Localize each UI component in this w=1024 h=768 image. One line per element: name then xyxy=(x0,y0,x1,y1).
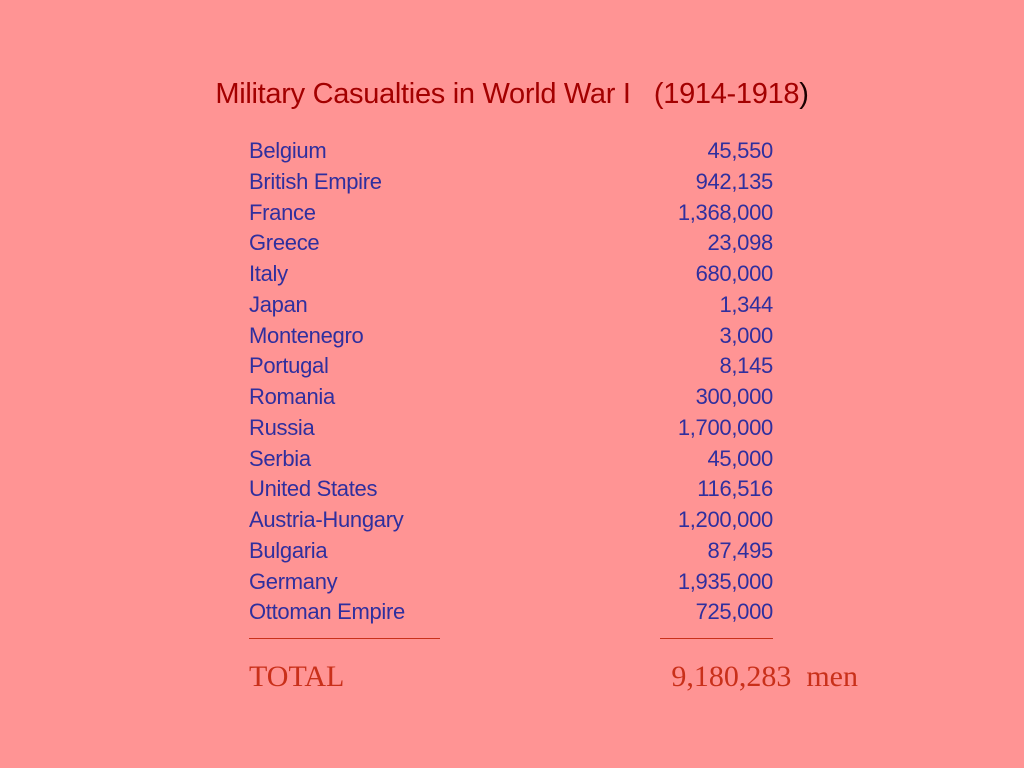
casualty-count: 45,550 xyxy=(707,138,774,163)
casualty-count: 1,700,000 xyxy=(677,414,773,440)
casualty-count: 725,000 xyxy=(695,599,774,625)
table-row: Greece 23,098 xyxy=(249,228,773,259)
table-row: Romania 300,000 xyxy=(249,382,773,413)
country-name: Bulgaria xyxy=(249,537,328,563)
table-row: Bulgaria 87,495 xyxy=(249,536,773,567)
country-name: Serbia xyxy=(249,445,311,471)
country-name: British Empire xyxy=(249,168,382,194)
country-name: United States xyxy=(249,476,378,502)
total-label: TOTAL xyxy=(249,660,345,693)
total-rule-right xyxy=(660,638,773,639)
table-row: Italy 680,000 xyxy=(249,259,773,290)
casualty-count: 680,000 xyxy=(695,261,774,286)
casualty-table: Belgium 45,550 British Empire 942,135 Fr… xyxy=(249,136,773,628)
country-name: Russia xyxy=(249,414,315,440)
table-row: Serbia 45,000 xyxy=(249,444,773,475)
casualty-count: 23,098 xyxy=(707,230,774,256)
casualty-count: 942,135 xyxy=(695,168,774,194)
table-row: Ottoman Empire 725,000 xyxy=(249,597,773,628)
country-name: Montenegro xyxy=(249,322,364,348)
country-name: Japan xyxy=(249,291,308,317)
casualty-count: 1,200,000 xyxy=(677,507,773,532)
total-rule-left xyxy=(249,638,440,639)
table-row: Germany 1,935,000 xyxy=(249,567,773,598)
country-name: Romania xyxy=(249,384,335,409)
country-name: Ottoman Empire xyxy=(249,599,405,625)
table-row: Belgium 45,550 xyxy=(249,136,773,167)
casualty-count: 1,368,000 xyxy=(677,199,773,225)
table-row: Portugal 8,145 xyxy=(249,351,773,382)
casualty-count: 116,516 xyxy=(697,476,773,502)
slide-title-text: Military Casualties in World War I (1914… xyxy=(215,78,800,110)
country-name: Italy xyxy=(249,261,288,286)
table-row: British Empire 942,135 xyxy=(249,167,773,198)
table-row: Montenegro 3,000 xyxy=(249,321,773,352)
casualty-count: 300,000 xyxy=(695,384,774,409)
casualty-count: 1,344 xyxy=(719,291,773,317)
country-name: Portugal xyxy=(249,353,329,379)
table-row: Russia 1,700,000 xyxy=(249,413,773,444)
slide-title-close-paren: ) xyxy=(799,78,809,110)
casualty-count: 1,935,000 xyxy=(677,568,773,594)
casualty-count: 8,145 xyxy=(719,353,773,379)
table-row: France 1,368,000 xyxy=(249,198,773,229)
total-value: 9,180,283 men xyxy=(671,660,858,693)
slide-title: Military Casualties in World War I (1914… xyxy=(0,78,1024,111)
country-name: Greece xyxy=(249,230,320,256)
casualty-count: 45,000 xyxy=(707,445,774,471)
country-name: Germany xyxy=(249,568,338,594)
table-row: Austria-Hungary 1,200,000 xyxy=(249,505,773,536)
casualty-count: 87,495 xyxy=(707,537,774,563)
table-row: Japan 1,344 xyxy=(249,290,773,321)
country-name: Belgium xyxy=(249,138,327,163)
casualty-count: 3,000 xyxy=(719,322,773,348)
table-row: United States 116,516 xyxy=(249,474,773,505)
country-name: France xyxy=(249,199,316,225)
country-name: Austria-Hungary xyxy=(249,507,404,532)
